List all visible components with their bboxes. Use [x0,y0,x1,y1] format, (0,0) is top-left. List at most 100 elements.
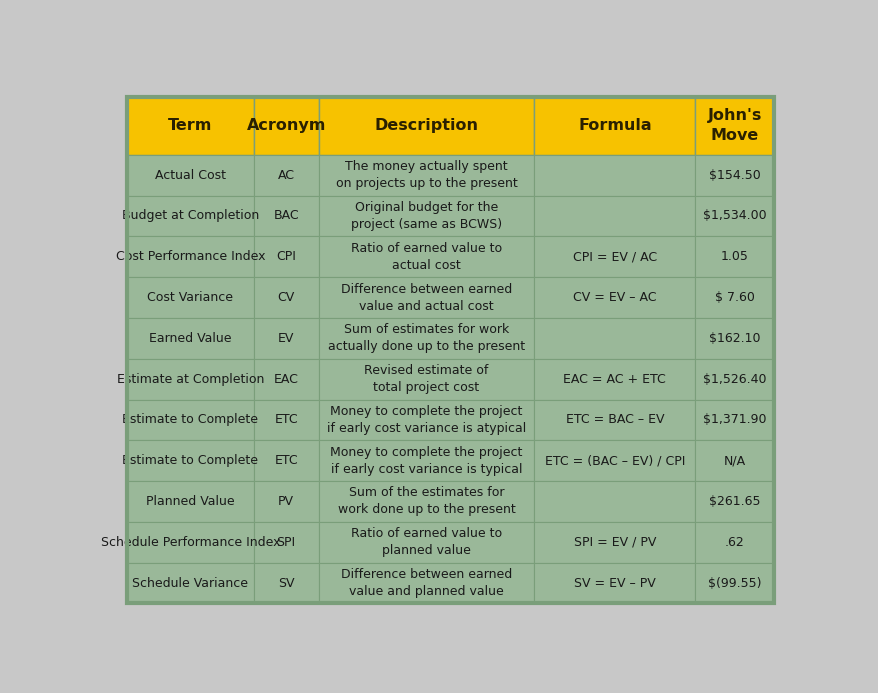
Bar [534,563,694,604]
Bar [319,481,534,522]
Text: Sum of estimates for work
actually done up to the present: Sum of estimates for work actually done … [327,324,524,353]
Bar [319,563,534,604]
Text: Cost Variance: Cost Variance [148,291,233,304]
Text: $1,534.00: $1,534.00 [702,209,766,222]
Text: PV: PV [277,495,294,508]
Bar [694,563,774,604]
Text: Description: Description [374,118,478,133]
Bar [126,277,254,318]
Text: Schedule Performance Index: Schedule Performance Index [100,536,280,549]
Bar [319,359,534,399]
Bar [126,563,254,604]
Bar [319,440,534,481]
Text: $1,526.40: $1,526.40 [702,373,766,385]
Bar [694,481,774,522]
Text: Estimate at Completion: Estimate at Completion [117,373,263,385]
Text: 1.05: 1.05 [720,250,748,263]
Text: CV = EV – AC: CV = EV – AC [572,291,656,304]
Text: $ 7.60: $ 7.60 [714,291,754,304]
Text: .62: .62 [724,536,744,549]
Text: Original budget for the
project (same as BCWS): Original budget for the project (same as… [350,201,501,231]
Bar [126,318,254,359]
Text: Revised estimate of
total project cost: Revised estimate of total project cost [363,364,488,394]
Text: ETC: ETC [274,454,298,467]
Bar [254,236,319,277]
Bar [534,155,694,195]
Bar [319,155,534,195]
Bar [126,155,254,195]
Bar [694,359,774,399]
Text: Acronym: Acronym [246,118,326,133]
Bar [254,359,319,399]
Bar [694,440,774,481]
Bar [319,277,534,318]
Text: BAC: BAC [273,209,299,222]
Text: Estimate to Complete: Estimate to Complete [122,414,258,426]
Text: Earned Value: Earned Value [149,332,231,345]
Bar [694,399,774,440]
Bar [534,481,694,522]
Bar [254,399,319,440]
Text: SPI = EV / PV: SPI = EV / PV [573,536,655,549]
Text: John's
Move: John's Move [707,108,761,143]
Text: Ratio of earned value to
planned value: Ratio of earned value to planned value [350,527,501,557]
Text: N/A: N/A [723,454,745,467]
Bar [319,236,534,277]
Bar [254,318,319,359]
Bar [319,96,534,155]
Bar [126,236,254,277]
Bar [319,195,534,236]
Text: Budget at Completion: Budget at Completion [121,209,259,222]
Text: CPI: CPI [276,250,296,263]
Text: $162.10: $162.10 [709,332,759,345]
Bar [254,563,319,604]
Text: CPI = EV / AC: CPI = EV / AC [572,250,656,263]
Bar [126,440,254,481]
Text: Ratio of earned value to
actual cost: Ratio of earned value to actual cost [350,242,501,272]
Text: Difference between earned
value and actual cost: Difference between earned value and actu… [341,283,512,313]
Text: $1,371.90: $1,371.90 [702,414,766,426]
Text: $261.65: $261.65 [709,495,759,508]
Text: ETC = BAC – EV: ETC = BAC – EV [565,414,664,426]
Text: AC: AC [277,168,294,182]
Text: $(99.55): $(99.55) [707,577,760,590]
Bar [254,155,319,195]
Bar [254,440,319,481]
Bar [126,522,254,563]
Bar [534,236,694,277]
Text: SV = EV – PV: SV = EV – PV [573,577,655,590]
Text: SV: SV [277,577,294,590]
Bar [534,440,694,481]
Bar [534,522,694,563]
Text: EV: EV [277,332,294,345]
Text: EAC: EAC [273,373,299,385]
Text: Sum of the estimates for
work done up to the present: Sum of the estimates for work done up to… [337,486,515,516]
Bar [534,277,694,318]
Text: Estimate to Complete: Estimate to Complete [122,454,258,467]
Bar [254,277,319,318]
Text: SPI: SPI [277,536,295,549]
Bar [254,96,319,155]
Bar [254,195,319,236]
Text: $154.50: $154.50 [708,168,759,182]
Bar [126,481,254,522]
Bar [254,481,319,522]
Bar [534,195,694,236]
Bar [126,399,254,440]
Text: Difference between earned
value and planned value: Difference between earned value and plan… [341,568,512,598]
Bar [126,96,254,155]
Bar [534,359,694,399]
Text: The money actually spent
on projects up to the present: The money actually spent on projects up … [335,160,517,190]
Text: Term: Term [168,118,212,133]
Text: Formula: Formula [578,118,651,133]
Bar [694,96,774,155]
Bar [534,318,694,359]
Bar [126,195,254,236]
Text: Actual Cost: Actual Cost [155,168,226,182]
Text: Money to complete the project
if early cost variance is atypical: Money to complete the project if early c… [327,405,526,435]
Text: Planned Value: Planned Value [146,495,234,508]
Text: CV: CV [277,291,294,304]
Bar [534,399,694,440]
Text: ETC = (BAC – EV) / CPI: ETC = (BAC – EV) / CPI [544,454,684,467]
Bar [694,195,774,236]
